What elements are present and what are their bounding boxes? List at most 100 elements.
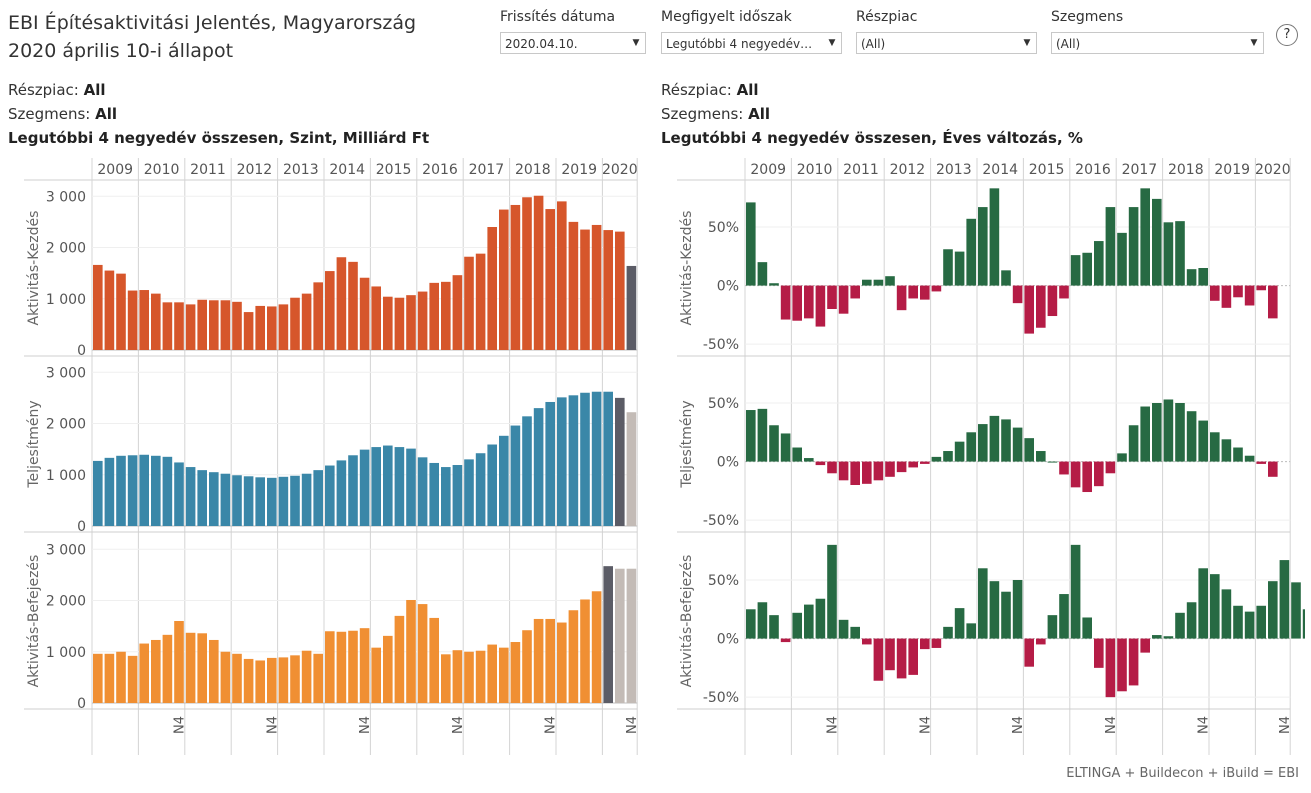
year-label: 2011 xyxy=(843,162,879,178)
bar xyxy=(383,296,393,350)
year-label: 2009 xyxy=(750,162,786,178)
chevron-down-icon: ▼ xyxy=(828,38,836,48)
bar xyxy=(885,638,895,671)
bar xyxy=(267,657,277,703)
bar xyxy=(1163,636,1174,639)
bar xyxy=(931,456,942,462)
series-axis-title: Teljesítmény xyxy=(26,400,42,488)
bar xyxy=(197,633,207,703)
bar xyxy=(1140,406,1150,462)
bar xyxy=(978,424,988,462)
bar xyxy=(1175,403,1185,462)
left-info: Részpiac: All Szegmens: All Legutóbbi 4 … xyxy=(8,78,429,150)
year-label: 2017 xyxy=(469,162,505,178)
bar xyxy=(429,282,439,350)
bar xyxy=(348,630,358,703)
bar xyxy=(792,447,802,462)
filter-label-update-date: Frissítés dátuma xyxy=(500,9,616,25)
bar xyxy=(475,453,486,526)
quarter-tick-label: N4 xyxy=(918,716,933,734)
filter-update-date-select[interactable]: 2020.04.10. ▼ xyxy=(500,32,646,54)
bar xyxy=(1163,399,1174,462)
bar xyxy=(441,467,451,526)
bar xyxy=(769,425,779,462)
bar xyxy=(406,295,416,350)
bar xyxy=(896,285,907,311)
bar xyxy=(1291,582,1301,639)
bar xyxy=(757,408,768,462)
bar xyxy=(1059,594,1069,639)
bar xyxy=(209,300,219,350)
bar xyxy=(313,282,323,350)
quarter-tick-label: N4 xyxy=(358,716,373,734)
bar xyxy=(966,218,976,286)
bar xyxy=(139,643,149,703)
bar xyxy=(746,609,756,639)
bar xyxy=(804,604,814,639)
filter-period-select[interactable]: Legutóbbi 4 negyedév ö... ▼ xyxy=(661,32,842,54)
filter-submarket-select[interactable]: (All) ▼ xyxy=(856,32,1037,54)
bar xyxy=(93,653,103,703)
filter-segment-select[interactable]: (All) ▼ xyxy=(1051,32,1264,54)
bar xyxy=(185,632,196,703)
bar xyxy=(885,276,895,286)
bar xyxy=(441,654,451,703)
bar xyxy=(568,610,579,703)
quarter-tick-label: N4 xyxy=(826,716,841,734)
chevron-down-icon: ▼ xyxy=(632,38,640,48)
y-tick-label: 0% xyxy=(717,632,739,648)
bar xyxy=(1186,269,1197,286)
year-label: 2013 xyxy=(936,162,972,178)
year-label: 2019 xyxy=(1214,162,1250,178)
bar xyxy=(769,283,779,286)
bar xyxy=(1094,461,1104,487)
bar xyxy=(873,461,884,481)
filter-label-period: Megfigyelt időszak xyxy=(661,9,792,25)
bar xyxy=(1268,581,1278,639)
right-submarket-key: Részpiac: xyxy=(661,81,737,99)
bar xyxy=(603,391,613,526)
bar xyxy=(1140,188,1150,286)
bar xyxy=(626,265,637,350)
bar xyxy=(406,448,416,526)
bar xyxy=(1070,461,1081,488)
bar xyxy=(278,304,289,350)
bar xyxy=(1233,285,1243,298)
y-tick-label: 50% xyxy=(708,573,739,589)
y-tick-label: -50% xyxy=(703,513,739,529)
bar xyxy=(1152,403,1162,462)
bar xyxy=(301,473,312,526)
bar xyxy=(1082,252,1092,286)
quarter-tick-label: N4 xyxy=(544,716,559,734)
quarter-tick-label: N4 xyxy=(625,716,640,734)
series-axis-title: Aktivitás-Befejezés xyxy=(679,555,695,688)
bar xyxy=(1117,638,1127,692)
bar xyxy=(1256,285,1266,291)
series-axis-title: Aktivitás-Kezdés xyxy=(26,211,42,326)
bar xyxy=(151,639,161,703)
year-label: 2009 xyxy=(97,162,133,178)
bar xyxy=(243,476,254,526)
bar xyxy=(104,457,115,526)
right-segment-key: Szegmens: xyxy=(661,105,749,123)
year-label: 2012 xyxy=(237,162,273,178)
bar xyxy=(943,626,953,639)
y-tick-label: 2 000 xyxy=(46,241,86,257)
bar xyxy=(591,391,602,526)
bar xyxy=(603,566,613,703)
bar xyxy=(850,285,860,299)
bar xyxy=(1244,611,1255,639)
bar xyxy=(1024,438,1034,462)
bar xyxy=(290,655,300,703)
bar xyxy=(452,275,463,350)
bar xyxy=(757,262,768,286)
y-tick-label: 1 000 xyxy=(46,468,86,484)
bar xyxy=(313,470,323,526)
change-chart-panel: 2009 2010 2011 2012 2013 2014 2015 2016 2017 2018… xyxy=(655,150,1311,759)
bar xyxy=(966,432,976,462)
bar xyxy=(127,290,138,350)
left-segment-key: Szegmens: xyxy=(8,105,96,123)
help-button[interactable]: ? xyxy=(1276,24,1298,46)
bar xyxy=(908,461,918,468)
bar xyxy=(954,608,965,639)
